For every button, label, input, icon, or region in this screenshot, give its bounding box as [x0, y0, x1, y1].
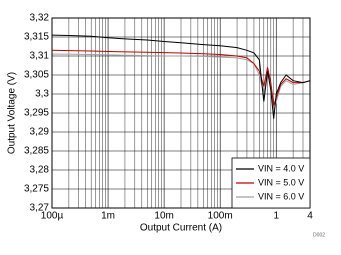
y-tick-label: 3,28	[30, 165, 50, 176]
x-tick-label: 100m	[208, 211, 233, 222]
x-tick-label: 4	[307, 211, 313, 222]
data-line	[51, 34, 311, 119]
y-tick-label: 3,305	[24, 70, 49, 81]
legend-label: VIN = 4.0 V	[258, 163, 304, 173]
plot-border	[51, 17, 311, 209]
y-tick-label: 3,29	[30, 127, 50, 138]
y-tick-label: 3,285	[24, 146, 49, 157]
x-tick-label: 1m	[101, 211, 115, 222]
x-tick-label: 100µ	[41, 211, 64, 222]
y-tick-label: 3,27	[30, 203, 50, 214]
legend-label: VIN = 6.0 V	[258, 191, 304, 201]
y-axis-title: Output Voltage (V)	[7, 72, 18, 154]
legend-label: VIN = 5.0 V	[258, 177, 304, 187]
y-tick-label: 3,275	[24, 184, 49, 195]
y-tick-label: 3,315	[24, 32, 49, 43]
y-tick-label: 3,3	[35, 89, 49, 100]
y-tick-label: 3,31	[30, 51, 50, 62]
x-axis-title: Output Current (A)	[140, 223, 222, 234]
data-line	[51, 49, 311, 106]
y-tick-label: 3,295	[24, 108, 49, 119]
x-tick-label: 1	[273, 211, 279, 222]
x-tick-label: 10m	[154, 211, 173, 222]
figure-id: D002	[313, 232, 325, 238]
y-tick-label: 3,32	[30, 13, 50, 24]
data-line	[52, 53, 311, 112]
